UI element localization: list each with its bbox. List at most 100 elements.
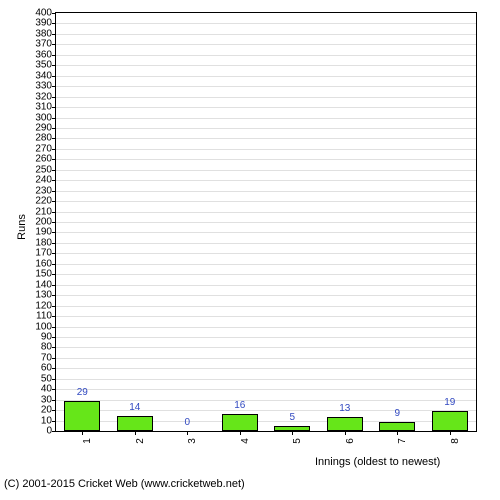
- bar-value-label: 9: [394, 408, 400, 419]
- gridline: [56, 138, 476, 139]
- plot-area: 0102030405060708090100110120130140150160…: [55, 12, 477, 432]
- y-tick-mark: [52, 337, 56, 338]
- gridline: [56, 34, 476, 35]
- y-tick-label: 210: [35, 206, 52, 217]
- y-tick-label: 260: [35, 154, 52, 165]
- x-tick-label: 7: [397, 438, 408, 444]
- y-tick-mark: [52, 65, 56, 66]
- y-tick-label: 230: [35, 185, 52, 196]
- x-tick-label: 5: [292, 438, 303, 444]
- gridline: [56, 274, 476, 275]
- y-tick-mark: [52, 170, 56, 171]
- y-tick-label: 290: [35, 122, 52, 133]
- gridline: [56, 191, 476, 192]
- gridline: [56, 389, 476, 390]
- y-tick-label: 380: [35, 28, 52, 39]
- gridline: [56, 368, 476, 369]
- gridline: [56, 306, 476, 307]
- bar: [432, 411, 468, 431]
- y-axis-label: Runs: [16, 214, 28, 240]
- gridline: [56, 222, 476, 223]
- x-tick-mark: [345, 431, 346, 435]
- y-tick-label: 370: [35, 39, 52, 50]
- y-tick-label: 340: [35, 70, 52, 81]
- gridline: [56, 316, 476, 317]
- y-tick-mark: [52, 13, 56, 14]
- bar-value-label: 29: [77, 387, 88, 398]
- y-tick-mark: [52, 34, 56, 35]
- bar: [379, 422, 415, 431]
- gridline: [56, 212, 476, 213]
- y-tick-label: 320: [35, 91, 52, 102]
- x-tick-mark: [397, 431, 398, 435]
- chart-container: 0102030405060708090100110120130140150160…: [0, 0, 500, 500]
- y-tick-mark: [52, 368, 56, 369]
- y-tick-label: 200: [35, 217, 52, 228]
- y-tick-mark: [52, 306, 56, 307]
- gridline: [56, 159, 476, 160]
- y-tick-mark: [52, 285, 56, 286]
- bar: [117, 416, 153, 431]
- y-tick-label: 250: [35, 164, 52, 175]
- y-tick-mark: [52, 212, 56, 213]
- y-tick-label: 120: [35, 300, 52, 311]
- y-tick-mark: [52, 23, 56, 24]
- x-tick-mark: [292, 431, 293, 435]
- x-tick-mark: [450, 431, 451, 435]
- copyright-text: (C) 2001-2015 Cricket Web (www.cricketwe…: [4, 478, 245, 490]
- y-tick-label: 220: [35, 196, 52, 207]
- gridline: [56, 118, 476, 119]
- gridline: [56, 243, 476, 244]
- gridline: [56, 180, 476, 181]
- y-tick-mark: [52, 243, 56, 244]
- y-tick-mark: [52, 327, 56, 328]
- gridline: [56, 23, 476, 24]
- y-tick-mark: [52, 76, 56, 77]
- y-tick-label: 350: [35, 60, 52, 71]
- x-tick-label: 8: [450, 438, 461, 444]
- y-tick-label: 60: [41, 363, 52, 374]
- y-tick-mark: [52, 86, 56, 87]
- gridline: [56, 170, 476, 171]
- y-tick-mark: [52, 97, 56, 98]
- bar: [222, 414, 258, 431]
- y-tick-label: 400: [35, 8, 52, 19]
- y-tick-mark: [52, 274, 56, 275]
- y-tick-label: 0: [46, 426, 52, 437]
- y-tick-label: 80: [41, 342, 52, 353]
- y-tick-label: 30: [41, 394, 52, 405]
- x-tick-mark: [82, 431, 83, 435]
- y-tick-mark: [52, 431, 56, 432]
- gridline: [56, 264, 476, 265]
- x-tick-mark: [240, 431, 241, 435]
- bar: [64, 401, 100, 431]
- y-tick-label: 90: [41, 331, 52, 342]
- y-tick-mark: [52, 159, 56, 160]
- y-tick-mark: [52, 264, 56, 265]
- gridline: [56, 400, 476, 401]
- y-tick-label: 280: [35, 133, 52, 144]
- y-tick-mark: [52, 232, 56, 233]
- x-tick-label: 2: [135, 438, 146, 444]
- y-tick-label: 270: [35, 143, 52, 154]
- y-tick-label: 390: [35, 18, 52, 29]
- y-tick-mark: [52, 295, 56, 296]
- y-tick-mark: [52, 253, 56, 254]
- gridline: [56, 347, 476, 348]
- y-tick-label: 180: [35, 237, 52, 248]
- bar-value-label: 0: [184, 417, 190, 428]
- gridline: [56, 327, 476, 328]
- y-tick-mark: [52, 400, 56, 401]
- y-tick-mark: [52, 379, 56, 380]
- y-tick-label: 160: [35, 258, 52, 269]
- bar: [327, 417, 363, 431]
- gridline: [56, 128, 476, 129]
- y-tick-mark: [52, 149, 56, 150]
- gridline: [56, 285, 476, 286]
- y-tick-label: 110: [36, 311, 52, 322]
- y-tick-label: 140: [35, 279, 52, 290]
- y-tick-label: 330: [35, 81, 52, 92]
- gridline: [56, 295, 476, 296]
- y-tick-label: 150: [35, 269, 52, 280]
- gridline: [56, 232, 476, 233]
